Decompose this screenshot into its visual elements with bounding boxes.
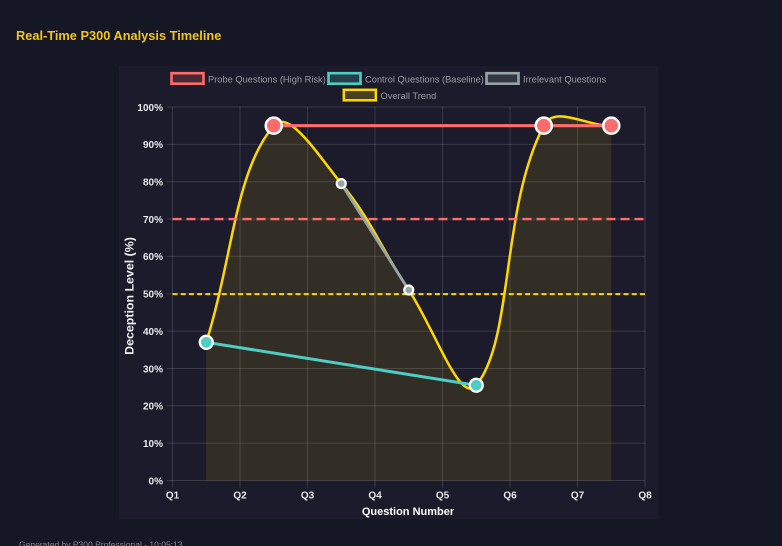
svg-text:40%: 40% [143, 327, 163, 338]
svg-text:Irrelevant Questions: Irrelevant Questions [523, 74, 607, 84]
svg-text:Real-Time P300 Analysis Timeli: Real-Time P300 Analysis Timeline [16, 28, 221, 43]
svg-text:50%: 50% [143, 290, 163, 301]
svg-text:0%: 0% [149, 476, 164, 487]
svg-text:Q7: Q7 [571, 491, 585, 502]
svg-text:Q3: Q3 [301, 491, 315, 502]
svg-text:60%: 60% [143, 252, 163, 263]
svg-text:80%: 80% [143, 178, 163, 189]
svg-text:Q1: Q1 [166, 491, 180, 502]
svg-text:Generated by P300 Professional: Generated by P300 Professional - 10:05:1… [19, 540, 183, 546]
svg-text:Probe Questions (High Risk): Probe Questions (High Risk) [208, 74, 326, 84]
svg-text:30%: 30% [143, 364, 163, 375]
svg-text:Deception Level (%): Deception Level (%) [123, 237, 137, 355]
svg-text:90%: 90% [143, 140, 163, 151]
svg-text:Q5: Q5 [436, 491, 450, 502]
svg-text:Q6: Q6 [503, 491, 517, 502]
svg-text:Q4: Q4 [368, 491, 382, 502]
svg-text:Q8: Q8 [638, 491, 652, 502]
svg-text:Control Questions (Baseline): Control Questions (Baseline) [365, 74, 484, 84]
svg-text:100%: 100% [137, 103, 163, 114]
svg-text:Question Number: Question Number [362, 506, 455, 518]
svg-text:70%: 70% [143, 215, 163, 226]
svg-text:10%: 10% [143, 439, 163, 450]
svg-text:Q2: Q2 [233, 491, 247, 502]
svg-text:Overall Trend: Overall Trend [381, 91, 437, 101]
svg-text:20%: 20% [143, 402, 163, 413]
